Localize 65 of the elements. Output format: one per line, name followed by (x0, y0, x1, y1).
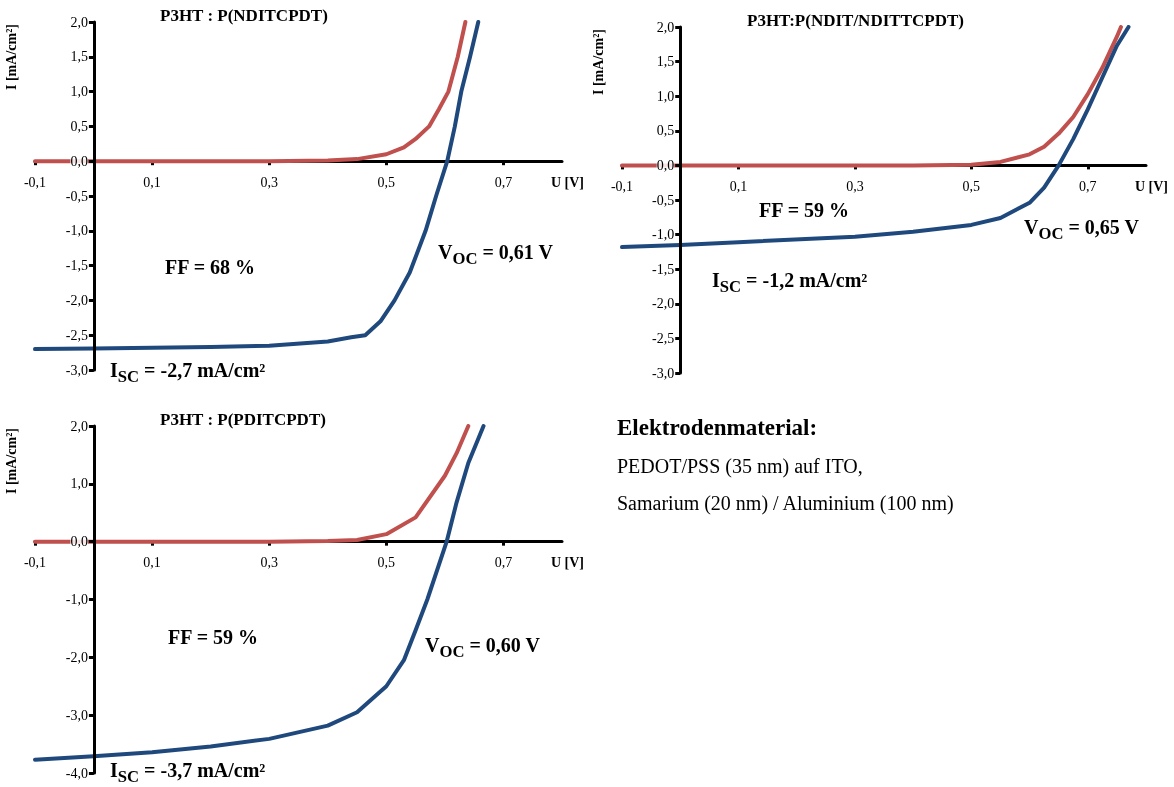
y-tick-label: 2,0 (70, 418, 88, 434)
y-tick-label: -1,5 (652, 261, 675, 277)
x-tick-label: 0,5 (377, 174, 396, 190)
y-tick-label: -2,5 (65, 327, 88, 343)
y-axis-title: I [mA/cm²] (590, 28, 606, 96)
y-tick-label: -2,0 (652, 296, 675, 312)
y-tick-label: -1,0 (65, 592, 88, 607)
x-tick-label: -0,1 (23, 555, 47, 571)
x-axis-title: U [V] (1134, 178, 1168, 194)
y-tick-label: -4,0 (65, 765, 88, 781)
annotation: V$_{OC}$ = 0,65 V (1024, 215, 1139, 245)
x-tick-label: -0,1 (610, 178, 634, 194)
annotation: FF = 68 % (165, 255, 256, 279)
y-tick-label: -2,0 (65, 649, 88, 665)
y-tick-label: -3,0 (65, 707, 88, 723)
y-tick-label: -0,5 (652, 192, 675, 208)
x-tick-label: -0,1 (23, 174, 47, 190)
y-tick-label: -2,5 (652, 330, 675, 346)
y-tick-label: -1,0 (652, 227, 675, 243)
text: Samarium (20 nm) / Aluminium (100 nm) (617, 492, 955, 515)
x-tick-label: 0,5 (962, 178, 981, 194)
y-tick-label: -3,0 (65, 362, 88, 378)
y-tick-label: 0,0 (656, 157, 675, 173)
x-tick-label: 0,3 (260, 555, 278, 571)
y-tick-label: 1,0 (70, 84, 88, 100)
chart-title: P3HT : P(NDITCPDT) (160, 6, 328, 25)
x-tick-label: 0,1 (143, 555, 161, 571)
y-tick-label: 0,0 (70, 153, 88, 169)
y-tick-label: -0,5 (65, 188, 88, 204)
y-axis-title: I [mA/cm²] (3, 23, 19, 91)
x-tick-label: 0,5 (377, 555, 396, 571)
x-axis-title: U [V] (550, 555, 584, 571)
text: Elektrodenmaterial: (617, 415, 819, 441)
x-tick-label: 0,1 (729, 178, 748, 194)
annotation: I$_{SC}$ = -3,7 mA/cm² (110, 758, 266, 787)
annotation: V$_{OC}$ = 0,60 V (425, 633, 540, 663)
y-tick-label: 1,5 (70, 49, 88, 65)
y-tick-label: 0,5 (70, 118, 88, 134)
y-tick-label: -2,0 (65, 292, 88, 308)
x-tick-label: 0,7 (494, 174, 513, 190)
annotation: V$_{OC}$ = 0,61 V (438, 240, 553, 270)
y-tick-label: 2,0 (70, 14, 88, 30)
x-tick-label: 0,3 (846, 178, 864, 194)
y-tick-label: 0,5 (656, 123, 675, 139)
y-tick-label: 1,5 (656, 54, 675, 70)
y-tick-label: 0,0 (70, 534, 88, 550)
y-tick-label: 2,0 (656, 19, 675, 35)
y-tick-label: -1,5 (65, 258, 88, 274)
chart-title: P3HT : P(PDITCPDT) (160, 410, 326, 429)
x-axis-title: U [V] (550, 174, 584, 190)
annotation: FF = 59 % (759, 198, 850, 222)
x-tick-label: 0,1 (143, 174, 161, 190)
y-tick-label: 1,0 (656, 88, 675, 104)
text: PEDOT/PSS (35 nm) auf ITO, (617, 455, 864, 478)
y-tick-label: 1,0 (70, 476, 88, 492)
chart-title: P3HT:P(NDIT/NDITTCPDT) (747, 11, 964, 30)
x-tick-label: 0,7 (1079, 178, 1097, 194)
y-tick-label: -3,0 (652, 365, 675, 381)
x-tick-label: 0,3 (260, 174, 278, 190)
annotation: I$_{SC}$ = -1,2 mA/cm² (712, 268, 868, 298)
annotation: FF = 59 % (168, 625, 259, 649)
x-tick-label: 0,7 (494, 555, 513, 571)
y-tick-label: -1,0 (65, 223, 88, 239)
annotation: I$_{SC}$ = -2,7 mA/cm² (110, 358, 266, 388)
y-axis-title: I [mA/cm²] (3, 427, 19, 495)
